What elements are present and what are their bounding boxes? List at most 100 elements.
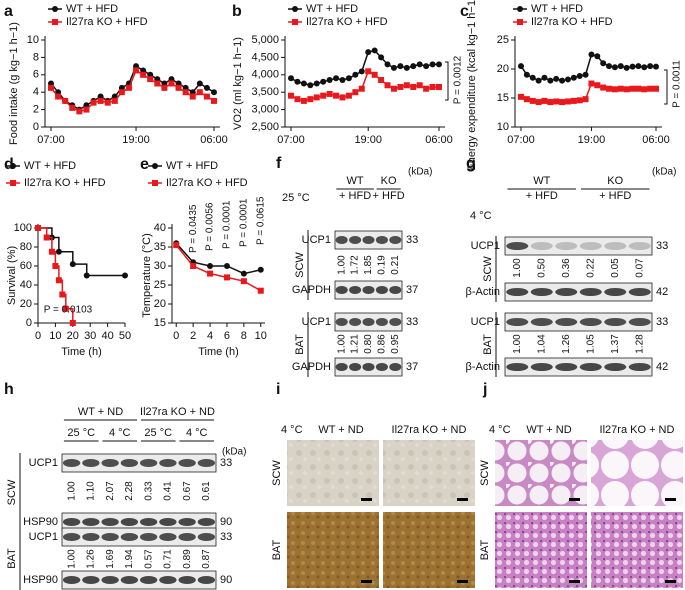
data-point	[55, 277, 62, 284]
blot-band	[555, 363, 578, 371]
column-label: WT + ND	[526, 424, 571, 436]
x-tick-label: 06:00	[642, 134, 670, 146]
quantification: 0.21	[390, 255, 401, 275]
temperature-label: 4 °C	[281, 424, 303, 436]
scale-bar	[457, 498, 468, 501]
blot-band	[159, 518, 177, 526]
data-point	[617, 63, 624, 70]
data-point	[52, 263, 59, 269]
data-point	[378, 54, 385, 61]
x-tick-label: 50	[119, 330, 131, 342]
blot-band	[101, 459, 119, 467]
protein-label: HSP90	[23, 516, 58, 528]
significance-bracket	[664, 69, 668, 105]
quantification: 0.80	[363, 334, 374, 354]
legend-marker	[10, 163, 16, 169]
blot-band	[555, 242, 578, 250]
legend-label: Il27ra KO + HFD	[24, 177, 106, 189]
blot-band	[349, 363, 362, 371]
data-point	[570, 74, 577, 81]
quantification: 0.86	[377, 334, 388, 354]
x-tick-label: 4	[207, 330, 213, 342]
data-point	[588, 51, 595, 58]
blot-band	[178, 533, 196, 541]
blot-band	[506, 363, 529, 371]
data-point	[320, 92, 327, 99]
blot-band	[197, 459, 216, 467]
data-point	[203, 84, 210, 91]
x-tick-label: 6	[224, 330, 230, 342]
blot-band	[62, 533, 81, 541]
blot-band	[375, 363, 388, 371]
data-point	[384, 61, 391, 68]
panel-letter: j	[482, 381, 487, 398]
data-point	[423, 85, 430, 92]
data-point	[83, 272, 90, 279]
data-point	[365, 68, 372, 75]
y-tick-label: 20	[497, 63, 509, 75]
data-point	[62, 97, 69, 104]
data-point	[559, 99, 566, 106]
data-point	[594, 53, 601, 60]
kda-label: 37	[406, 361, 418, 373]
data-point	[189, 93, 196, 100]
micrograph-image	[591, 440, 683, 506]
group-label: + HFD	[339, 190, 371, 202]
x-tick-label: 07:00	[277, 134, 305, 146]
quantification: 1.37	[610, 334, 621, 354]
y-tick-label: 2	[33, 104, 39, 116]
y-tick-label: 25	[497, 34, 509, 46]
blot-strip	[504, 282, 653, 302]
micrograph-image	[383, 440, 475, 506]
data-point	[240, 278, 247, 285]
protein-label: GAPDH	[292, 361, 331, 373]
unit-label: (kDa)	[408, 167, 432, 178]
data-point	[588, 80, 595, 87]
blot-band	[139, 533, 158, 541]
temperature-label: 4 °C	[489, 424, 511, 436]
legend-marker	[52, 6, 58, 12]
data-point	[333, 92, 340, 99]
blot-band	[349, 236, 362, 244]
quantification: 0.33	[143, 481, 154, 501]
data-point	[43, 234, 50, 241]
blot-band	[579, 318, 602, 326]
blot-band	[82, 576, 100, 584]
blot-band	[506, 242, 529, 250]
quantification: 0.36	[561, 258, 572, 278]
data-point	[294, 78, 301, 85]
x-axis-label: Time (h)	[198, 346, 239, 358]
blot-band	[362, 286, 375, 294]
data-point	[307, 96, 314, 103]
y-axis-label: Energy expenditure (kcal kg−1 h−1)	[466, 0, 478, 171]
data-point	[111, 97, 118, 104]
data-point	[288, 92, 294, 99]
data-point	[397, 63, 404, 70]
data-point	[190, 263, 197, 269]
data-point	[122, 272, 128, 279]
x-tick-label: 0	[173, 330, 179, 342]
micrograph-image	[287, 512, 379, 588]
data-point	[48, 84, 54, 91]
data-point	[564, 76, 571, 83]
blot-band	[159, 533, 177, 541]
data-point	[547, 77, 554, 84]
blot-band	[389, 318, 402, 326]
blot-strip	[61, 453, 217, 473]
data-point	[606, 85, 613, 92]
quantification: 1.69	[105, 549, 116, 569]
scale-bar	[665, 498, 676, 501]
quantification: 1.05	[585, 334, 596, 354]
panel-letter: b	[232, 3, 242, 20]
data-point	[535, 99, 542, 106]
series-line	[520, 53, 657, 82]
data-point	[518, 63, 524, 70]
data-point	[576, 72, 583, 79]
quantification: 0.89	[182, 549, 193, 569]
y-tick-label: 0	[33, 121, 39, 133]
panel-letter: g	[466, 155, 476, 172]
protein-label: UCP1	[302, 316, 331, 328]
data-point	[641, 86, 648, 93]
data-point	[294, 96, 301, 103]
